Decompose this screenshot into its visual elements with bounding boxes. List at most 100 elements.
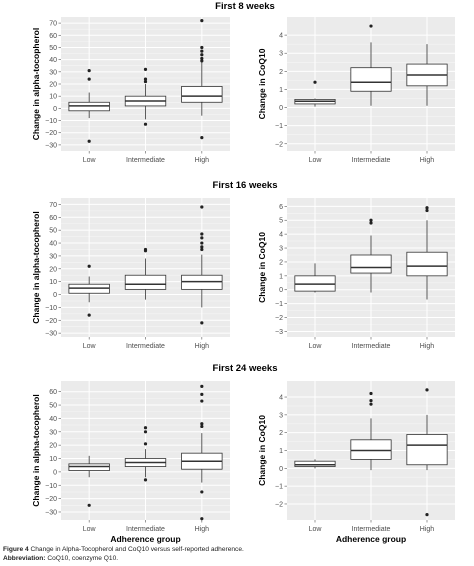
y-tick-label: 10 [49, 94, 57, 101]
outlier-point [200, 45, 204, 50]
row-title: First 8 weeks [215, 1, 275, 12]
caption-line-2: Abbreviation: CoQ10, coenzyme Q10. [3, 555, 471, 564]
y-axis-label: Change in CoQ10 [257, 415, 267, 486]
y-tick-label: 70 [49, 21, 57, 28]
outlier-point [200, 205, 204, 209]
y-tick-label: 0 [53, 292, 57, 299]
figure-caption: Figure 4 Change in Alpha-Tocopherol and … [3, 546, 471, 564]
y-tick-label: −10 [45, 118, 57, 125]
box-intermediate [350, 218, 392, 293]
box-high [181, 384, 223, 521]
outlier-point [200, 19, 204, 23]
y-tick-label: 3 [279, 412, 283, 419]
abbrev-label: Abbreviation: [3, 554, 46, 562]
x-tick-label: Low [83, 157, 97, 164]
figure-text: Change in Alpha-Tocopherol and CoQ10 ver… [30, 546, 244, 553]
outlier-point [200, 232, 204, 236]
y-tick-label: 40 [49, 57, 57, 64]
outlier-point [369, 399, 373, 403]
outlier-point [200, 422, 204, 426]
y-tick-label: 0 [279, 105, 283, 112]
x-tick-label: Intermediate [352, 526, 391, 533]
figure-label: Figure 4 [3, 546, 29, 553]
box-iqr [350, 439, 392, 460]
y-tick-label: 1 [279, 87, 283, 94]
box-iqr [181, 86, 223, 103]
box-intermediate [350, 391, 392, 471]
outlier-point [425, 513, 429, 517]
outlier-point [200, 424, 204, 429]
y-axis-label: Change in alpha-tocopherol [31, 28, 41, 140]
box-low [294, 80, 336, 107]
box-intermediate [124, 247, 167, 300]
y-tick-label: −1 [275, 301, 283, 308]
outlier-point [200, 490, 204, 494]
y-tick-label: 3 [279, 246, 283, 253]
x-tick-label: Low [83, 526, 97, 533]
x-axis-label: Adherence group [336, 534, 406, 544]
y-tick-label: 20 [49, 266, 57, 273]
box-low [68, 264, 110, 317]
outlier-point [87, 139, 91, 143]
outlier-point [87, 77, 91, 81]
outlier-point [425, 388, 429, 392]
outlier-point [200, 245, 204, 249]
y-tick-label: 40 [49, 416, 57, 423]
x-tick-label: Low [83, 343, 97, 350]
x-tick-label: Low [309, 343, 323, 350]
chart-panel: −30 −20 −10 0 10 20 30 40 50 60 Low Intermediate Hig… [31, 381, 230, 544]
y-tick-label: −10 [45, 483, 57, 490]
x-tick-label: Low [309, 526, 323, 533]
box-low [68, 455, 110, 507]
y-tick-label: −2 [275, 141, 283, 148]
y-tick-label: 20 [49, 82, 57, 89]
chart-panel: −30 −20 −10 0 10 20 30 40 50 60 70 Low Intermediate H… [31, 198, 230, 350]
outlier-point [143, 426, 148, 430]
y-tick-label: −10 [45, 305, 57, 312]
outlier-point [143, 77, 148, 81]
box-high [406, 44, 448, 106]
y-tick-label: −1 [275, 123, 283, 130]
box-intermediate [124, 67, 167, 126]
y-tick-label: 2 [279, 259, 283, 266]
outlier-point [200, 53, 204, 57]
y-tick-label: 3 [279, 51, 283, 58]
y-tick-label: 1 [279, 448, 283, 455]
y-tick-label: −20 [45, 130, 57, 137]
outlier-point [143, 442, 148, 446]
y-axis-label: Change in alpha-tocopherol [31, 211, 41, 323]
x-tick-label: Intermediate [126, 343, 165, 350]
box-iqr [124, 274, 167, 290]
row-title: First 24 weeks [213, 363, 278, 374]
box-iqr [406, 434, 448, 466]
row-title: First 16 weeks [213, 180, 278, 191]
chart-panel: −2 −1 0 1 2 3 4 Low Intermediate High Change in Co… [257, 381, 455, 544]
outlier-point [425, 206, 429, 210]
box-high [181, 205, 223, 325]
outlier-point [200, 399, 204, 403]
outlier-point [200, 384, 204, 388]
x-tick-label: High [195, 157, 210, 164]
outlier-point [200, 49, 204, 53]
y-tick-label: 50 [49, 228, 57, 235]
y-tick-label: 60 [49, 33, 57, 40]
x-tick-label: Low [309, 157, 323, 164]
y-tick-label: −1 [275, 484, 283, 491]
y-tick-label: 70 [49, 202, 57, 209]
y-tick-label: −30 [45, 331, 57, 338]
y-axis-label: Change in CoQ10 [257, 232, 267, 303]
y-tick-label: 30 [49, 253, 57, 260]
y-tick-label: 2 [279, 69, 283, 76]
y-tick-label: 30 [49, 69, 57, 76]
y-tick-label: 0 [53, 469, 57, 476]
y-tick-label: 40 [49, 241, 57, 248]
box-high [406, 206, 448, 300]
box-iqr [406, 251, 448, 277]
y-tick-label: 10 [49, 279, 57, 286]
y-tick-label: −30 [45, 509, 57, 516]
y-axis-label: Change in CoQ10 [257, 48, 267, 119]
x-tick-label: High [195, 343, 210, 350]
outlier-point [369, 218, 373, 222]
y-tick-label: 2 [279, 430, 283, 437]
box-high [406, 388, 448, 517]
